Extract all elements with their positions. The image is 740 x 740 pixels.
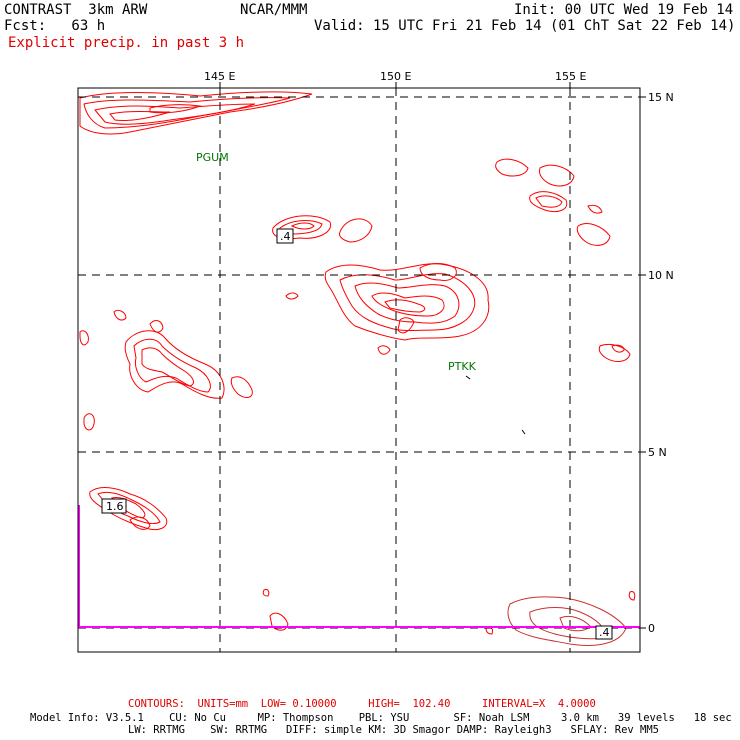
map-frame xyxy=(77,87,641,653)
contour-info: CONTOURS: UNITS=mm LOW= 0.10000 HIGH= 10… xyxy=(128,698,596,710)
lon-label-150: 150 E xyxy=(380,70,411,83)
forecast-hour: Fcst: 63 h xyxy=(4,18,106,34)
init-time: Init: 00 UTC Wed 19 Feb 14 xyxy=(514,2,734,18)
valid-time: Valid: 15 UTC Fri 21 Feb 14 (01 ChT Sat … xyxy=(314,18,736,34)
lat-lon-grid xyxy=(78,88,640,652)
station-ptkk: PTKK xyxy=(448,360,477,373)
lat-label-0: 0 xyxy=(648,622,655,635)
organization-label: NCAR/MMM xyxy=(240,2,308,18)
lon-label-155: 155 E xyxy=(555,70,586,83)
model-title: CONTRAST 3km ARW xyxy=(4,2,148,18)
axis-ticks xyxy=(219,82,646,629)
island-marks xyxy=(465,375,526,435)
model-info-line-1: Model Info: V3.5.1 CU: No Cu MP: Thompso… xyxy=(30,712,732,724)
lat-label-10: 10 N xyxy=(648,269,674,282)
model-info-line-2: LW: RRTMG SW: RRTMG DIFF: simple KM: 3D … xyxy=(128,724,660,736)
contour-label: 1.6 xyxy=(106,500,124,513)
contour-label: .4 xyxy=(280,230,291,243)
precip-contours xyxy=(79,91,636,635)
station-pgum: PGUM xyxy=(196,151,229,164)
contour-label: .4 xyxy=(599,626,610,639)
domain-boundary xyxy=(78,505,640,628)
lon-label-145: 145 E xyxy=(204,70,235,83)
field-title: Explicit precip. in past 3 h xyxy=(8,35,245,51)
lat-label-5: 5 N xyxy=(648,446,667,459)
lat-label-15: 15 N xyxy=(648,91,674,104)
contour-label-boxes xyxy=(101,228,613,640)
